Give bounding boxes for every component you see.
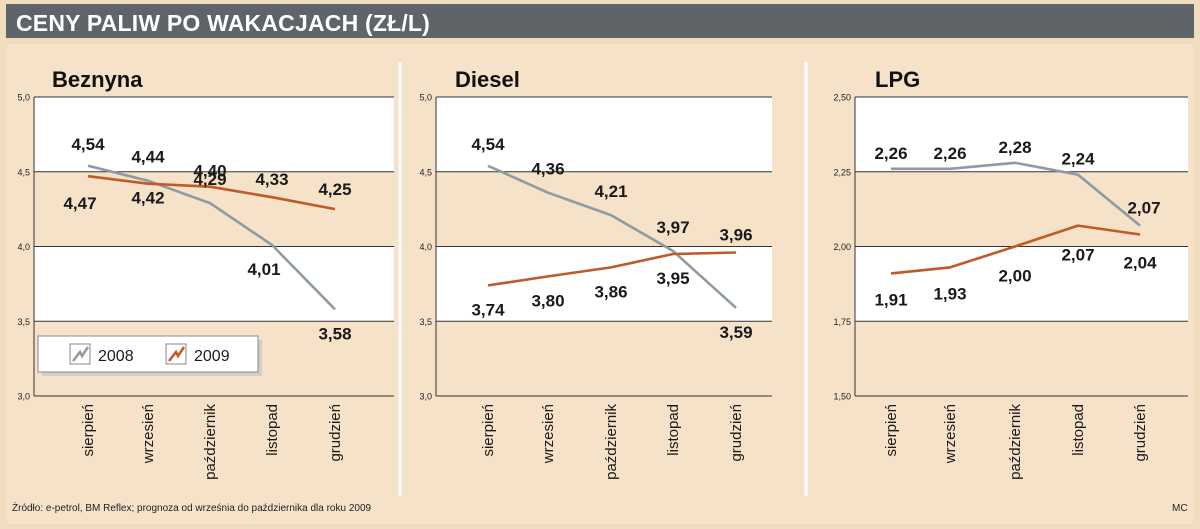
legend-label: 2009 [194, 348, 230, 365]
y-tick-label: 5,0 [419, 93, 432, 103]
y-tick-label: 4,5 [419, 167, 432, 177]
y-tick-label: 4,0 [419, 242, 432, 252]
data-label-2009: 3,95 [656, 269, 689, 288]
x-tick-label: wrzesień [540, 404, 557, 464]
data-label-2008: 4,36 [531, 160, 564, 179]
data-label-2008: 3,97 [656, 218, 689, 237]
y-tick-label: 3,0 [419, 392, 432, 402]
chart-diesel: 3,0 3,5 4,0 4,5 5,0 Diesel 4,54 4,36 4,21 3,97 3,5… [419, 67, 772, 480]
data-label-2009: 3,80 [531, 291, 564, 310]
plot-band [855, 246, 1188, 322]
data-label-2009: 1,91 [874, 290, 907, 309]
y-tick-label: 2,00 [833, 242, 851, 252]
data-label-2009: 2,00 [998, 267, 1031, 286]
plot-band [34, 246, 394, 322]
data-label-2009: 4,33 [255, 170, 288, 189]
plot-band [34, 97, 394, 172]
data-label-2008: 4,29 [193, 170, 226, 189]
data-label-2009: 3,74 [471, 300, 505, 319]
header-bar: CENY PALIW PO WAKACJACH (ZŁ/L) [6, 4, 1194, 38]
y-tick-label: 4,5 [17, 167, 30, 177]
x-tick-label: listopad [264, 404, 281, 456]
data-label-2008: 4,54 [471, 135, 505, 154]
infographic-title: CENY PALIW PO WAKACJACH (ZŁ/L) [16, 10, 431, 36]
series-line-2008 [487, 164, 737, 309]
chart-title: Diesel [455, 67, 520, 92]
chart-title: LPG [875, 67, 920, 92]
legend-swatch-2008 [72, 346, 90, 362]
data-label-2009: 2,04 [1123, 254, 1157, 273]
data-label-2009: 1,93 [933, 284, 966, 303]
data-label-2008: 2,26 [933, 144, 966, 163]
y-tick-label: 2,25 [833, 167, 851, 177]
y-tick-label: 4,0 [17, 242, 30, 252]
data-label-2008: 3,58 [318, 324, 351, 343]
chart-lpg: 1,50 1,75 2,00 2,25 2,50 LPG 2,26 2,26 2,28 2,24 2… [833, 67, 1188, 480]
x-tick-label: październik [603, 404, 620, 480]
data-label-2009: 3,96 [719, 225, 752, 244]
legend-swatch-2009 [168, 346, 186, 362]
data-label-2009: 4,40 [193, 162, 226, 181]
x-tick-label: wrzesień [942, 404, 959, 464]
data-label-2009: 3,86 [594, 282, 627, 301]
x-tick-label: sierpień [883, 404, 900, 457]
x-tick-label: sierpień [480, 404, 497, 457]
y-tick-label: 3,0 [17, 392, 30, 402]
chart-beznyna: 3,0 3,5 4,0 4,5 5,0 Beznyna 4,54 4,44 4,29 4,01 3,… [17, 67, 394, 480]
series-line-2008 [891, 161, 1141, 227]
series-line-2009 [890, 224, 1141, 275]
x-tick-label: grudzień [728, 404, 745, 462]
series-line-2009 [487, 251, 737, 287]
plot-band [855, 97, 1188, 172]
data-label-2008: 2,07 [1127, 199, 1160, 218]
legend: 2008 2009 [37, 335, 262, 376]
data-label-2009: 2,07 [1061, 246, 1094, 265]
data-label-2008: 2,24 [1061, 150, 1095, 169]
x-tick-label: październik [202, 404, 219, 480]
data-label-2008: 4,01 [247, 260, 280, 279]
y-tick-label: 1,50 [833, 392, 851, 402]
data-label-2008: 2,28 [998, 138, 1031, 157]
plot-band [436, 97, 772, 172]
y-tick-label: 3,5 [419, 317, 432, 327]
x-tick-label: grudzień [1132, 404, 1149, 462]
data-label-2008: 3,59 [719, 323, 752, 342]
legend-label: 2008 [98, 348, 134, 365]
data-label-2008: 4,54 [71, 135, 105, 154]
x-tick-label: październik [1007, 404, 1024, 480]
data-label-2008: 4,44 [131, 148, 165, 167]
source-note: Źródło: e-petrol, BM Reflex; prognoza od… [12, 503, 372, 514]
y-tick-label: 2,50 [833, 93, 851, 103]
data-label-2009: 4,25 [318, 180, 351, 199]
data-label-2008: 4,21 [594, 182, 627, 201]
data-label-2009: 4,42 [131, 189, 164, 208]
x-tick-label: sierpień [80, 404, 97, 457]
y-tick-label: 3,5 [17, 317, 30, 327]
x-tick-label: listopad [1070, 404, 1087, 456]
data-label-2009: 4,47 [63, 194, 96, 213]
x-tick-label: wrzesień [140, 404, 157, 464]
x-tick-label: grudzień [327, 404, 344, 462]
data-label-2008: 2,26 [874, 144, 907, 163]
y-tick-label: 5,0 [17, 93, 30, 103]
x-tick-label: listopad [665, 404, 682, 456]
series-line-2008 [87, 164, 336, 311]
chart-title: Beznyna [52, 67, 143, 92]
author-initials: MC [1172, 503, 1188, 514]
series-line-2009 [87, 174, 336, 211]
y-tick-label: 1,75 [833, 317, 851, 327]
